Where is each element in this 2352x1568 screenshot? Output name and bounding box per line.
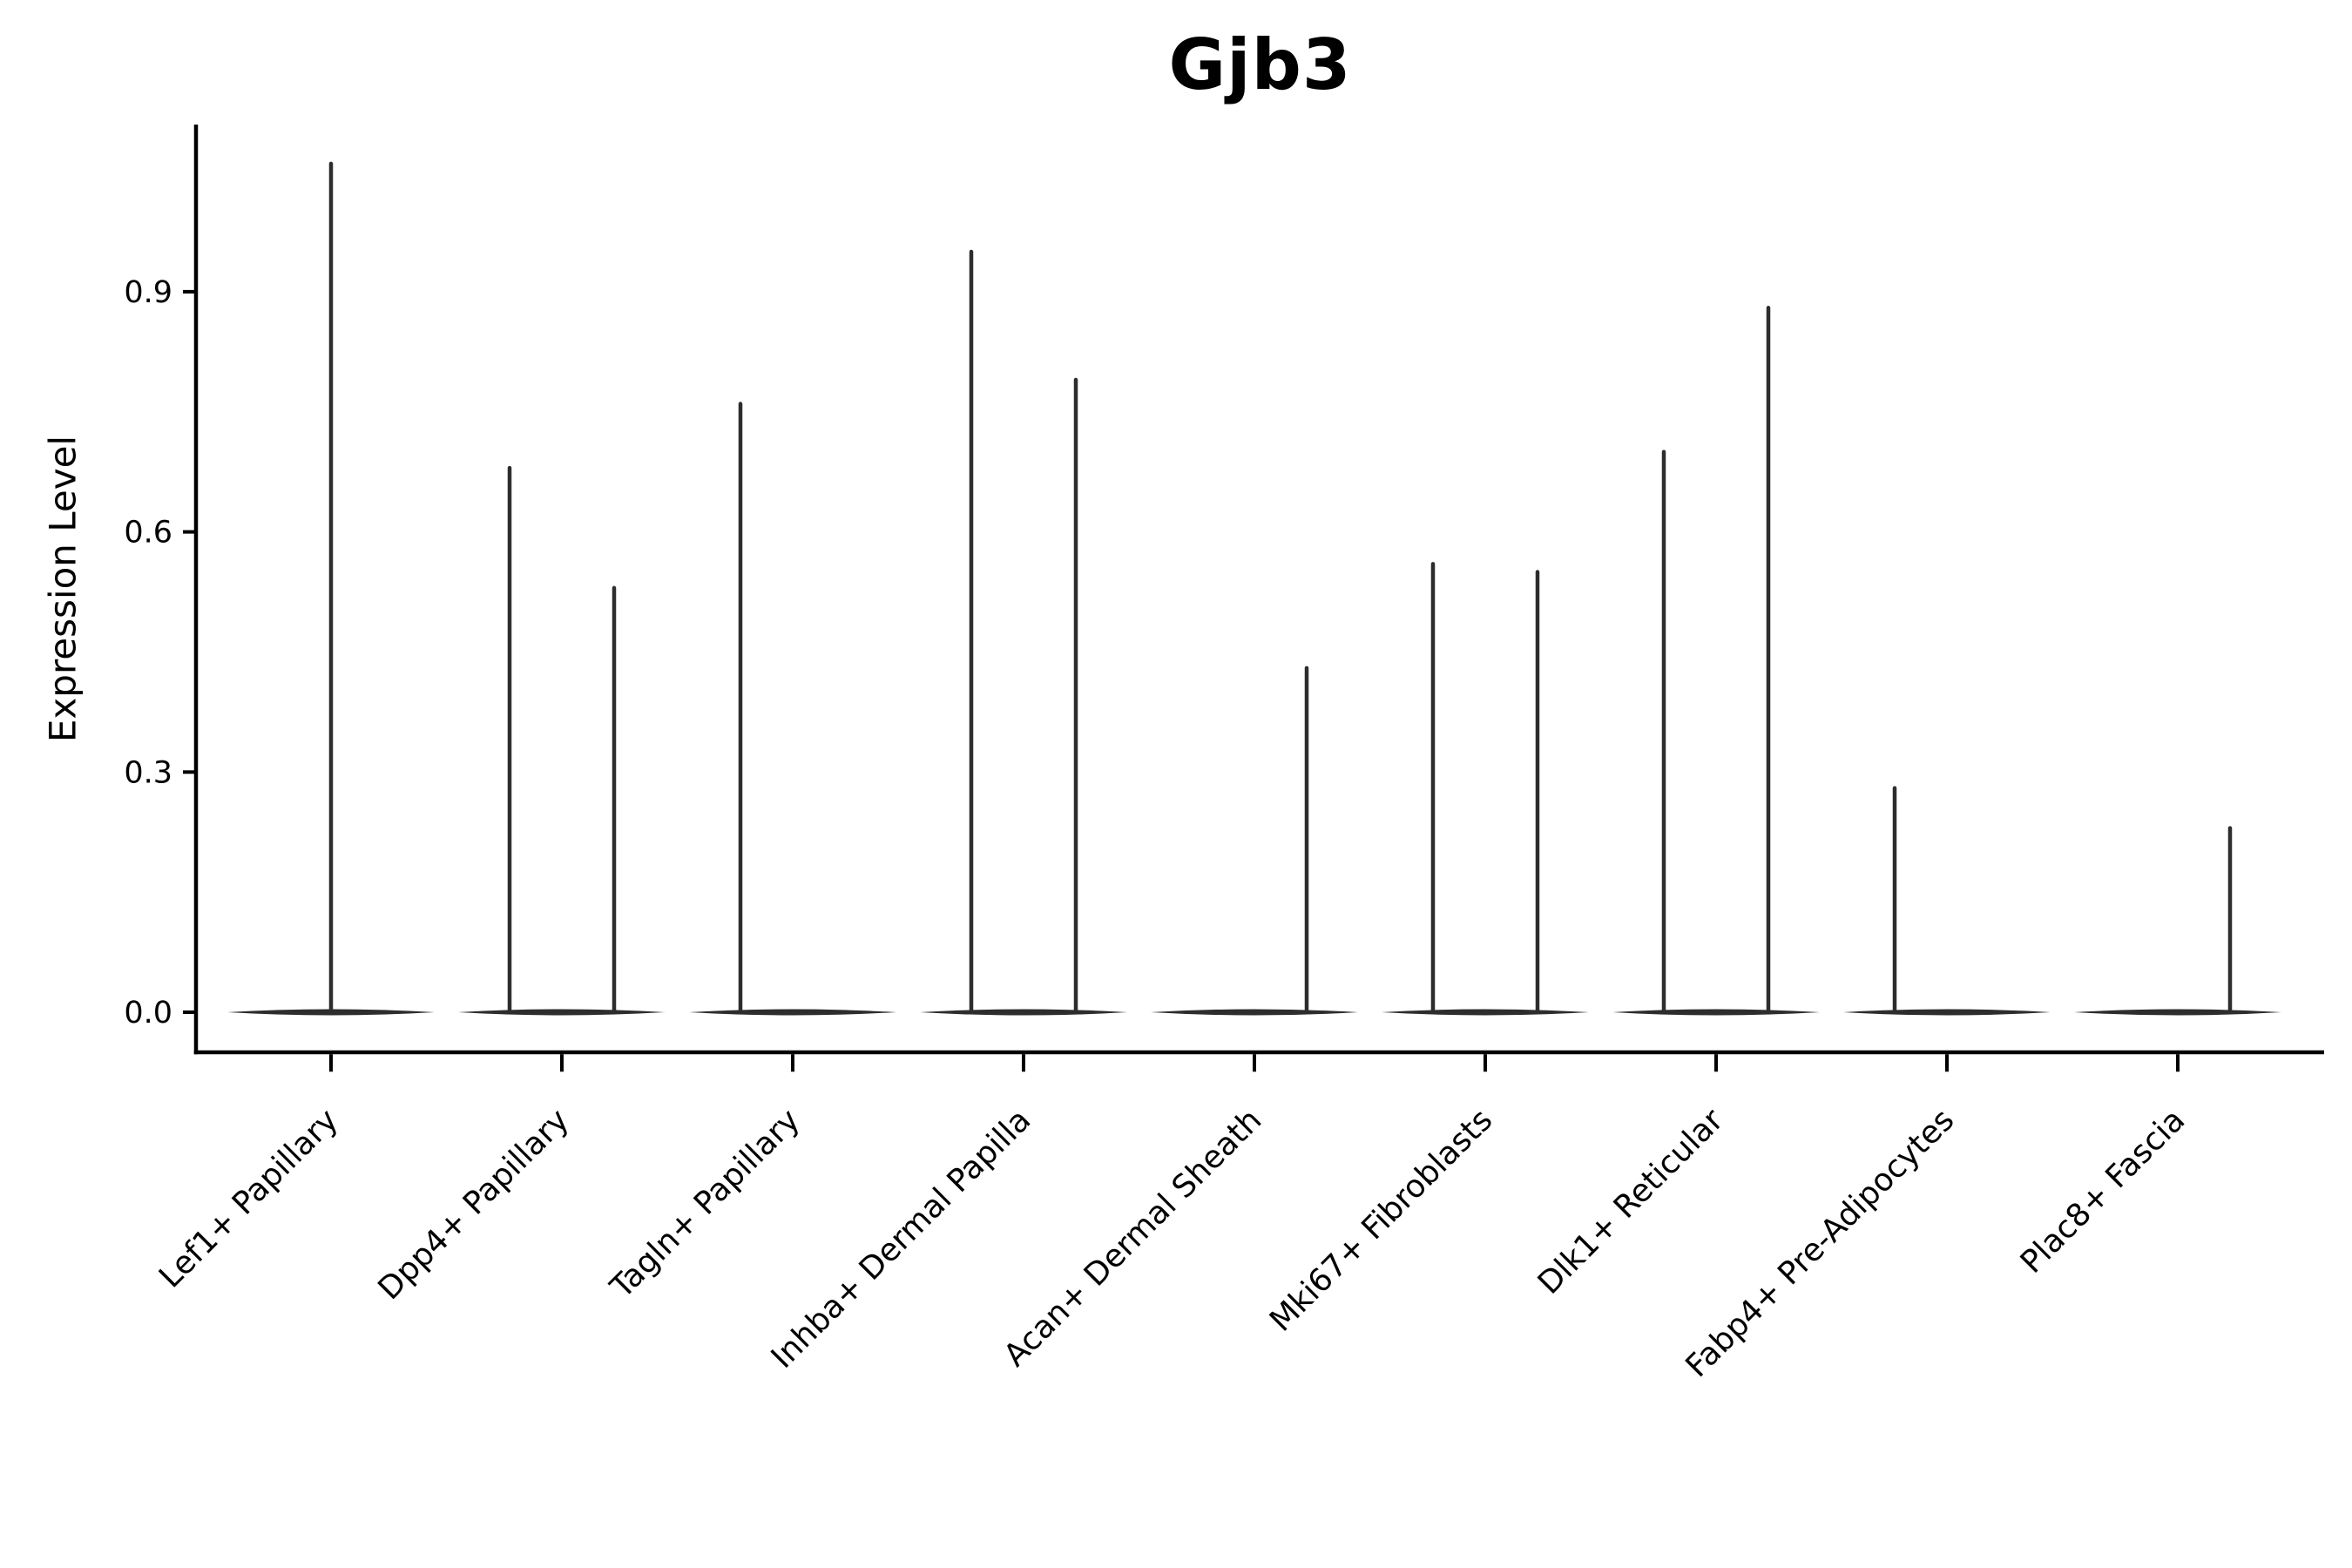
x-tick-label: Mki67+ Fibroblasts (1263, 1102, 1499, 1338)
x-tick-label: Lef1+ Papillary (152, 1102, 345, 1294)
y-tick-label: 0.6 (124, 516, 172, 551)
violin-base (2074, 1009, 2281, 1016)
y-tick-label: 0.0 (124, 996, 172, 1031)
x-tick-label: Plac8+ Fascia (2014, 1102, 2192, 1280)
chart-title: Gjb3 (1168, 24, 1352, 105)
y-tick-label: 0.3 (124, 755, 172, 790)
x-tick-label: Acan+ Dermal Sheath (997, 1102, 1269, 1374)
x-tick-label: Dpp4+ Papillary (372, 1102, 577, 1307)
violin-base (1151, 1009, 1358, 1016)
x-tick-label: Tagln+ Papillary (604, 1102, 808, 1306)
violin-base (1382, 1009, 1589, 1016)
violin-base (458, 1009, 666, 1016)
violin-base (1843, 1009, 2051, 1016)
violin-base (689, 1009, 896, 1016)
violin-base (1612, 1009, 1820, 1016)
x-tick-label: Inhba+ Dermal Papilla (765, 1102, 1038, 1375)
x-tick-label: Dlk1+ Reticular (1531, 1102, 1731, 1301)
x-tick-label: Fabp4+ Pre-Adipocytes (1680, 1102, 1962, 1384)
violin-base (920, 1009, 1127, 1016)
y-tick-label: 0.9 (124, 275, 172, 310)
